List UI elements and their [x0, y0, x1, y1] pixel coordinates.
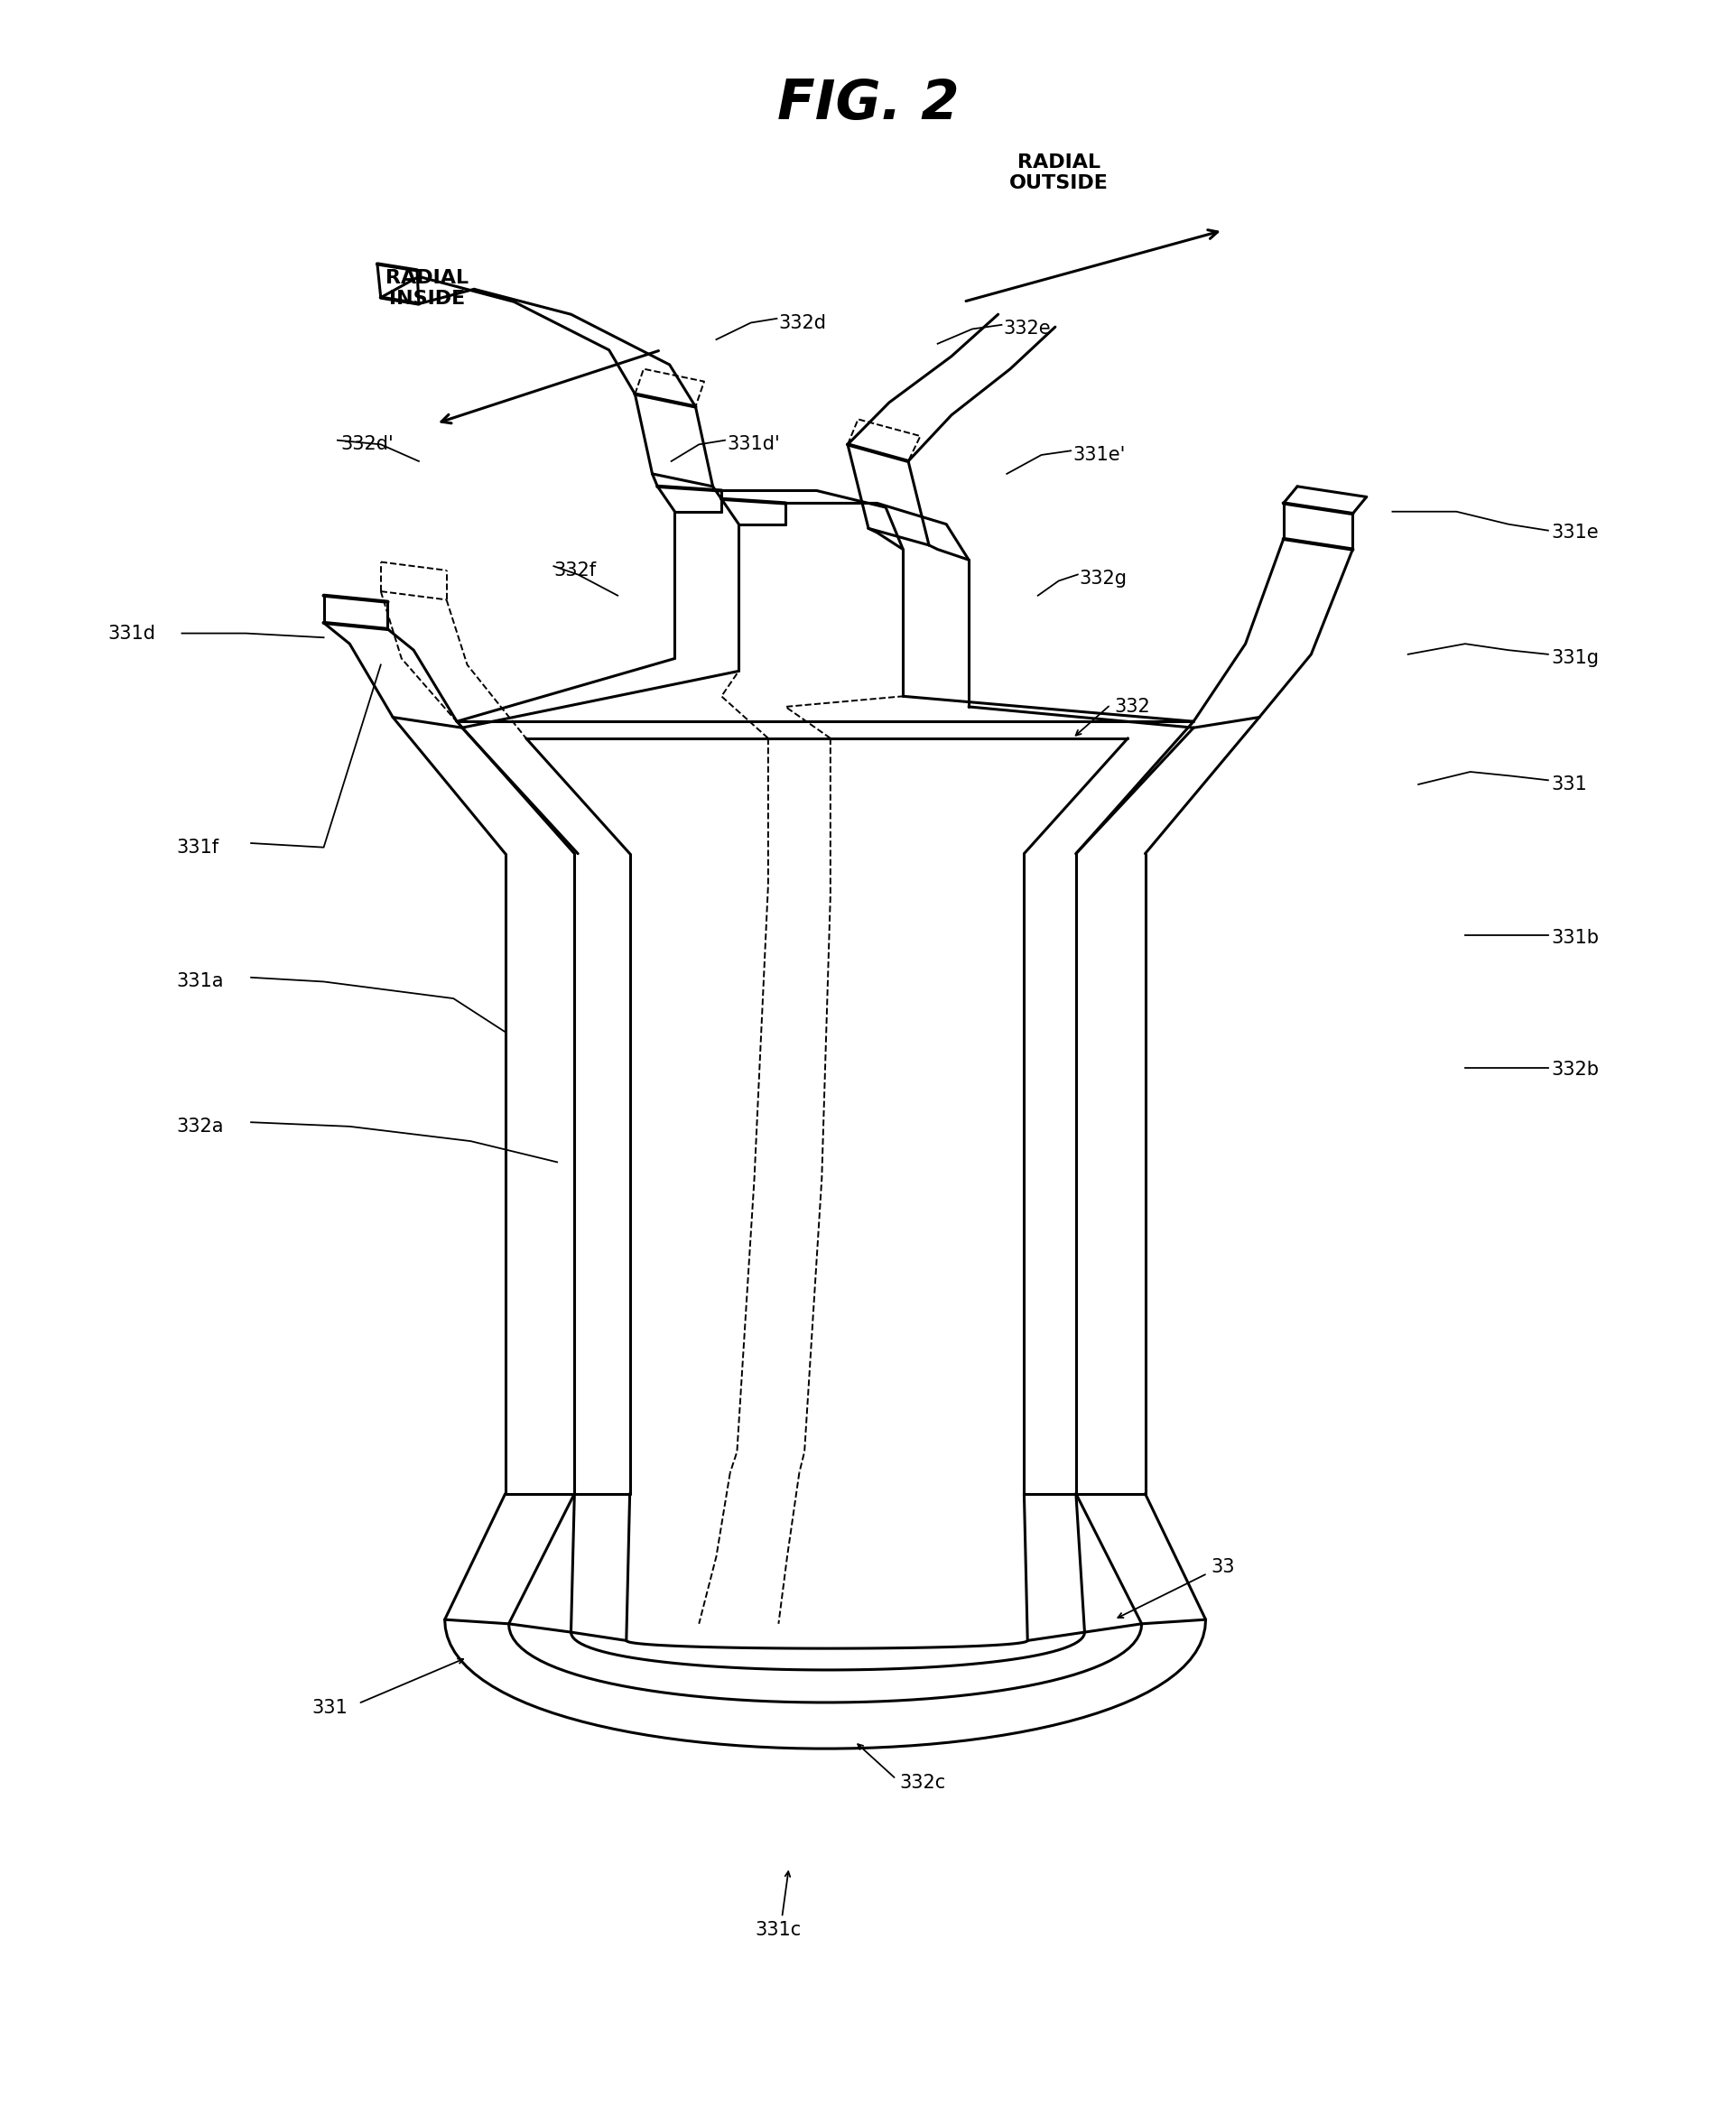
- Text: 332: 332: [1113, 697, 1149, 716]
- Text: 331e: 331e: [1550, 524, 1599, 541]
- Text: 332b: 332b: [1550, 1061, 1599, 1078]
- Text: 331e': 331e': [1071, 446, 1125, 463]
- Text: 332g: 332g: [1078, 571, 1127, 588]
- Text: 331d: 331d: [108, 623, 155, 642]
- Text: 331: 331: [311, 1700, 347, 1716]
- Text: RADIAL
OUTSIDE: RADIAL OUTSIDE: [1009, 154, 1108, 192]
- Text: 331a: 331a: [177, 973, 224, 990]
- Text: 331c: 331c: [755, 1921, 802, 1940]
- Text: 331d': 331d': [726, 436, 779, 453]
- Text: 332c: 332c: [899, 1773, 946, 1792]
- Text: 332a: 332a: [177, 1118, 224, 1135]
- Text: 332f: 332f: [554, 562, 595, 579]
- Text: 332d: 332d: [778, 314, 826, 333]
- Text: 331g: 331g: [1550, 649, 1599, 668]
- Text: 332e: 332e: [1003, 320, 1050, 339]
- Text: 331: 331: [1550, 775, 1587, 794]
- Text: 331f: 331f: [177, 838, 219, 857]
- Text: FIG. 2: FIG. 2: [778, 78, 958, 131]
- Text: 331b: 331b: [1550, 929, 1599, 946]
- Text: RADIAL
INSIDE: RADIAL INSIDE: [385, 270, 469, 307]
- Text: 332d': 332d': [340, 436, 394, 453]
- Text: 33: 33: [1210, 1558, 1234, 1575]
